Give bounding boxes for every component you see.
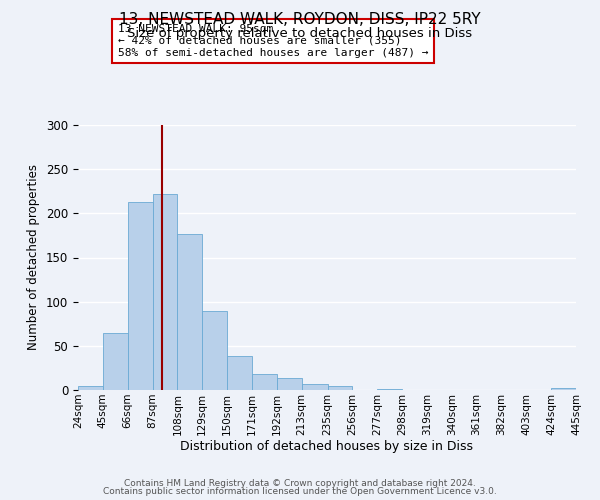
- Bar: [277, 378, 302, 390]
- Text: Contains HM Land Registry data © Crown copyright and database right 2024.: Contains HM Land Registry data © Crown c…: [124, 478, 476, 488]
- Bar: [202, 312, 227, 390]
- Y-axis label: Number of detached properties: Number of detached properties: [28, 164, 40, 350]
- Bar: [377, 389, 402, 390]
- Bar: [178, 234, 202, 390]
- X-axis label: Distribution of detached houses by size in Diss: Distribution of detached houses by size …: [181, 440, 473, 454]
- Text: Size of property relative to detached houses in Diss: Size of property relative to detached ho…: [127, 28, 473, 40]
- Text: 13 NEWSTEAD WALK: 95sqm
← 42% of detached houses are smaller (355)
58% of semi-d: 13 NEWSTEAD WALK: 95sqm ← 42% of detache…: [118, 24, 428, 58]
- Bar: [252, 374, 277, 390]
- Bar: [328, 386, 352, 390]
- Bar: [227, 356, 252, 390]
- Bar: [103, 332, 128, 390]
- Text: Contains public sector information licensed under the Open Government Licence v3: Contains public sector information licen…: [103, 487, 497, 496]
- Bar: [551, 388, 576, 390]
- Bar: [152, 194, 178, 390]
- Text: 13, NEWSTEAD WALK, ROYDON, DISS, IP22 5RY: 13, NEWSTEAD WALK, ROYDON, DISS, IP22 5R…: [119, 12, 481, 28]
- Bar: [128, 202, 152, 390]
- Bar: [78, 386, 103, 390]
- Bar: [302, 384, 328, 390]
